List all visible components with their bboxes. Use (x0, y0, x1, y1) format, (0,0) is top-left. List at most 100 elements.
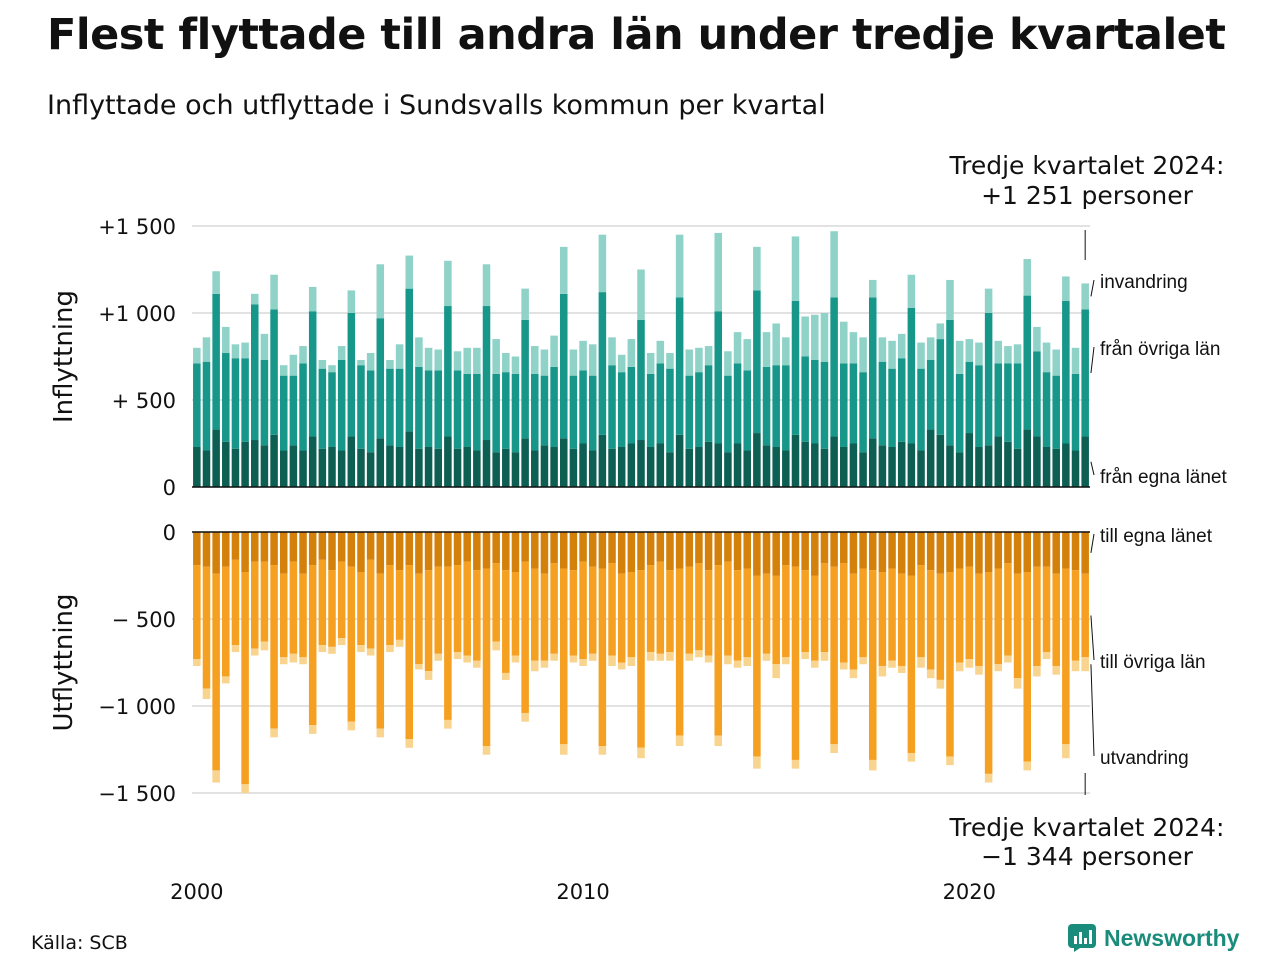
bar-outflow-other (782, 565, 790, 658)
bar-inflow-immigration (492, 339, 500, 374)
bar-inflow-own (202, 450, 211, 487)
bar-inflow-immigration (878, 337, 887, 362)
bar-outflow-other (202, 566, 211, 689)
bar-inflow-own (617, 446, 626, 487)
bar-outflow-own (849, 532, 858, 574)
bar-outflow-emigration (279, 657, 288, 665)
bar-inflow-other (1013, 363, 1022, 449)
bar-outflow-emigration (868, 759, 877, 771)
bar-inflow-immigration (531, 346, 539, 374)
bar-outflow-other (473, 570, 481, 661)
bar-inflow-own (502, 448, 510, 487)
bar-outflow-other (975, 573, 983, 666)
bar-inflow-own (695, 446, 703, 487)
bar-inflow-own (868, 438, 877, 487)
bar-outflow-own (415, 532, 423, 574)
bar-inflow-own (849, 443, 858, 487)
bar-outflow-other (936, 573, 945, 680)
bar-outflow-emigration (695, 650, 703, 658)
bar-outflow-emigration (646, 652, 655, 661)
bar-outflow-emigration (531, 660, 539, 672)
bar-outflow-emigration (415, 664, 423, 670)
bar-inflow-other (444, 306, 452, 437)
bar-outflow-own (965, 532, 974, 567)
bar-inflow-other (936, 339, 945, 435)
bar-outflow-other (405, 565, 414, 740)
bar-inflow-other (1042, 372, 1051, 447)
bar-inflow-other (1081, 309, 1089, 437)
bar-outflow-own (984, 532, 993, 573)
bar-outflow-emigration (579, 659, 587, 666)
bar-inflow-immigration (1081, 283, 1089, 310)
bar-inflow-other (202, 361, 211, 451)
bar-inflow-immigration (569, 349, 578, 376)
bar-inflow-other (946, 319, 954, 446)
bar-inflow-other (212, 293, 220, 430)
bar-inflow-other (193, 363, 201, 447)
bar-outflow-other (666, 570, 674, 653)
bar-outflow-emigration (675, 735, 684, 747)
bar-inflow-other (849, 363, 858, 444)
bar-outflow-other (531, 568, 539, 661)
bar-inflow-other (231, 358, 240, 449)
bar-outflow-other (453, 565, 462, 653)
bar-outflow-own (724, 532, 732, 562)
bar-outflow-emigration (1062, 744, 1070, 759)
bar-inflow-own (926, 429, 935, 487)
bar-outflow-own (888, 532, 896, 569)
bar-inflow-immigration (897, 333, 906, 359)
bar-inflow-immigration (617, 354, 626, 373)
y-tick-label: 0 (163, 476, 176, 500)
bar-outflow-own (675, 532, 684, 569)
bar-inflow-other (251, 304, 259, 441)
bar-outflow-other (1033, 566, 1041, 666)
bar-inflow-other (724, 375, 732, 453)
bar-inflow-immigration (820, 313, 829, 362)
bar-inflow-own (444, 436, 452, 487)
bar-inflow-own (608, 448, 616, 487)
bar-outflow-own (308, 532, 317, 566)
bar-outflow-other (386, 565, 394, 646)
bar-outflow-own (337, 532, 346, 562)
bar-outflow-own (772, 532, 780, 576)
bar-outflow-emigration (492, 641, 500, 651)
bar-inflow-other (762, 366, 771, 446)
bar-inflow-other (608, 365, 616, 449)
bar-outflow-other (444, 566, 452, 720)
bar-outflow-emigration (704, 655, 713, 663)
bar-inflow-other (395, 368, 404, 447)
bar-outflow-own (656, 532, 665, 562)
bar-outflow-emigration (820, 652, 829, 661)
bar-inflow-other (926, 359, 935, 430)
bar-outflow-other (888, 568, 896, 661)
bar-inflow-other (955, 373, 964, 453)
bar-inflow-immigration (714, 232, 723, 312)
leader-line (1090, 279, 1095, 297)
bar-outflow-emigration (1071, 660, 1080, 672)
bar-outflow-own (569, 532, 578, 571)
bar-outflow-other (946, 572, 954, 757)
bar-outflow-emigration (811, 660, 819, 668)
bar-inflow-other (917, 368, 925, 451)
bar-outflow-other (289, 561, 298, 654)
bar-inflow-other (820, 361, 829, 449)
bar-inflow-immigration (357, 359, 365, 366)
bar-inflow-immigration (666, 353, 674, 369)
bar-outflow-emigration (743, 657, 751, 666)
bar-inflow-own (424, 446, 433, 487)
bar-outflow-other (637, 570, 645, 748)
bar-outflow-emigration (946, 756, 954, 766)
bar-inflow-other (627, 366, 636, 444)
bar-outflow-other (212, 573, 220, 771)
bar-outflow-own (897, 532, 906, 574)
bar-outflow-other (347, 566, 356, 722)
bar-outflow-own (743, 532, 751, 569)
bar-inflow-own (376, 438, 385, 487)
bar-inflow-other (579, 370, 587, 444)
bar-outflow-emigration (212, 770, 220, 783)
bar-inflow-own (598, 434, 607, 487)
bar-outflow-own (1081, 532, 1089, 574)
bar-inflow-other (531, 373, 539, 451)
bar-outflow-other (260, 561, 269, 642)
bar-outflow-emigration (1033, 665, 1041, 677)
